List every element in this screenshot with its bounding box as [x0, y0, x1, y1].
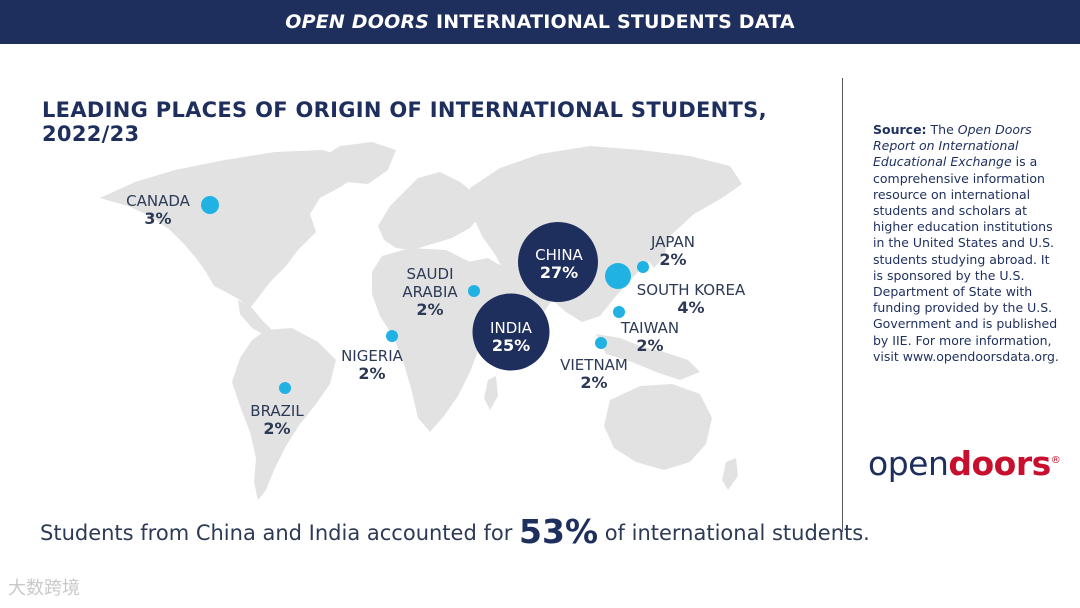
summary-text: Students from China and India accounted … — [40, 512, 870, 551]
watermark: 大数跨境 — [8, 578, 80, 599]
land-greenland — [318, 142, 396, 184]
land-europe — [378, 172, 482, 250]
land-japan — [648, 226, 670, 268]
label-india-name: INDIA — [490, 319, 532, 337]
label-taiwan-pct: 2% — [636, 336, 664, 355]
label-brazil-name: BRAZIL — [250, 402, 304, 420]
bubble-nigeria — [386, 330, 398, 342]
summary-after: of international students. — [598, 521, 870, 545]
land-central-america — [238, 300, 272, 336]
source-part2: is a comprehensive information resource … — [873, 154, 1059, 364]
label-canada-name: CANADA — [126, 192, 190, 210]
label-vietnam-pct: 2% — [580, 373, 608, 392]
label-japan-name: JAPAN — [651, 233, 695, 251]
source-lead: Source: — [873, 122, 927, 137]
bubble-taiwan — [613, 306, 625, 318]
label-japan: JAPAN 2% — [642, 233, 704, 269]
bubble-vietnam — [595, 337, 607, 349]
land-madagascar — [484, 376, 498, 410]
label-saudi-arabia: SAUDI ARABIA 2% — [392, 265, 468, 319]
land-se-asia-islands — [596, 334, 700, 380]
label-south-korea: SOUTH KOREA 4% — [632, 281, 750, 317]
bubble-china — [518, 222, 598, 302]
label-taiwan-name: TAIWAN — [620, 319, 680, 337]
divider — [842, 78, 843, 532]
label-brazil: BRAZIL 2% — [244, 402, 310, 438]
label-vietnam-name: VIETNAM — [560, 356, 628, 374]
label-saudi-name: SAUDI — [406, 265, 454, 283]
bubble-india — [472, 293, 550, 371]
data-bubbles — [201, 196, 649, 394]
header-bar: OPEN DOORS INTERNATIONAL STUDENTS DATA — [0, 0, 1080, 44]
label-south-korea-pct: 4% — [677, 298, 705, 317]
label-taiwan: TAIWAN 2% — [616, 319, 684, 355]
bubble-saudi — [468, 285, 480, 297]
bubble-canada — [201, 196, 219, 214]
label-canada-pct: 3% — [144, 209, 172, 228]
bubble-japan — [637, 261, 649, 273]
label-vietnam: VIETNAM 2% — [554, 356, 634, 392]
label-china-name: CHINA — [535, 246, 583, 264]
label-saudi-pct: 2% — [416, 300, 444, 319]
summary-before: Students from China and India accounted … — [40, 521, 520, 545]
land-new-zealand — [722, 458, 738, 490]
source-note: Source: The Open Doors Report on Interna… — [873, 122, 1063, 365]
logo-doors: doors — [948, 444, 1051, 483]
label-japan-pct: 2% — [659, 250, 687, 269]
chart-title: LEADING PLACES OF ORIGIN OF INTERNATIONA… — [42, 98, 767, 146]
header-title-italic: OPEN DOORS — [285, 11, 430, 33]
land-south-america — [232, 328, 336, 500]
land-africa — [372, 248, 500, 432]
label-brazil-pct: 2% — [263, 419, 291, 438]
land-masses — [100, 142, 742, 500]
label-nigeria-pct: 2% — [358, 364, 386, 383]
land-north-america — [100, 150, 362, 308]
label-nigeria: NIGERIA 2% — [334, 347, 410, 383]
label-china-pct: 27% — [539, 263, 579, 282]
label-canada: CANADA 3% — [120, 192, 196, 228]
label-south-korea-name: SOUTH KOREA — [636, 281, 746, 299]
source-part1: The — [926, 122, 958, 137]
opendoors-logo: opendoors® — [868, 444, 1061, 483]
logo-open: open — [868, 444, 949, 483]
bubble-brazil — [279, 382, 291, 394]
label-india-pct: 25% — [491, 336, 531, 355]
label-saudi-name2: ARABIA — [402, 283, 458, 301]
logo-mark: ® — [1050, 455, 1061, 466]
label-india: INDIA 25% — [478, 319, 544, 355]
summary-highlight: 53% — [519, 512, 599, 551]
header-title-rest: INTERNATIONAL STUDENTS DATA — [429, 11, 795, 33]
bubble-south-korea — [605, 263, 631, 289]
label-china: CHINA 27% — [526, 246, 592, 282]
land-australia — [604, 384, 712, 470]
source-italic: Open Doors Report on International Educa… — [873, 122, 1032, 170]
label-nigeria-name: NIGERIA — [341, 347, 403, 365]
